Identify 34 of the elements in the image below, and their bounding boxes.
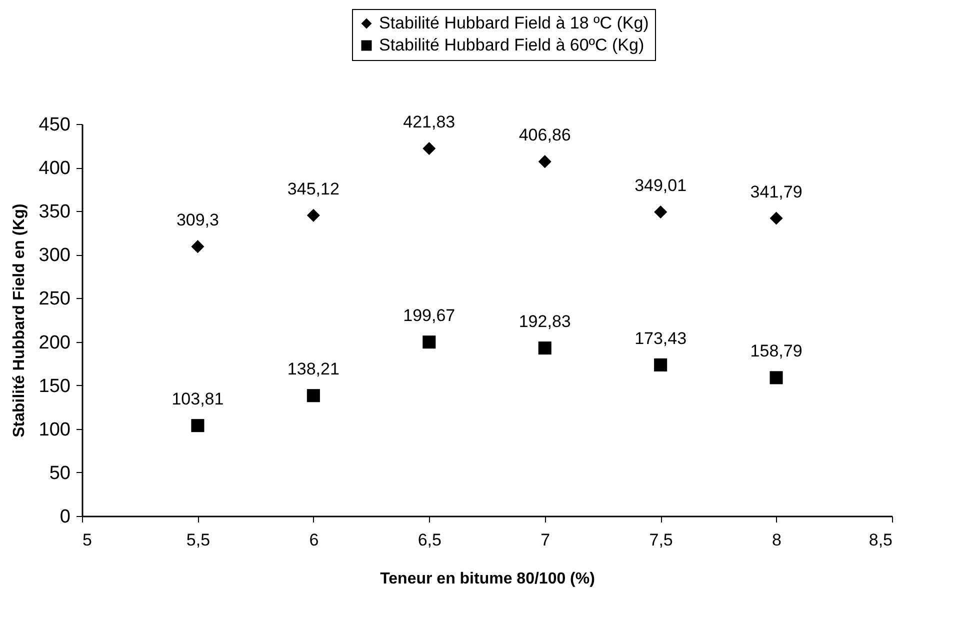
data-label: 309,3: [176, 210, 219, 230]
y-tick-label: 0: [60, 506, 70, 528]
data-label: 421,83: [403, 112, 456, 132]
data-label: 341,79: [750, 182, 802, 202]
x-tick-label: 6: [309, 530, 319, 550]
data-label: 199,67: [403, 306, 456, 326]
y-tick-label: 450: [38, 114, 70, 136]
x-tick-label: 7: [540, 530, 550, 550]
legend-label: Stabilité Hubbard Field à 60ºC (Kg): [379, 36, 644, 54]
x-tick-label: 7,5: [649, 530, 673, 550]
legend-label: Stabilité Hubbard Field à 18 ºC (Kg): [379, 14, 649, 32]
y-tick-label: 300: [38, 245, 70, 266]
x-tick-label: 8,5: [868, 530, 892, 550]
y-tick-label: 150: [38, 376, 70, 397]
data-label: 345,12: [287, 179, 340, 198]
x-tick-label: 6,5: [418, 530, 442, 550]
y-tick-label: 250: [38, 288, 70, 310]
x-tick-label: 5: [82, 530, 92, 550]
y-tick-label: 400: [38, 158, 70, 180]
data-label: 138,21: [287, 360, 340, 379]
x-tick-label: 8: [772, 530, 782, 550]
data-label: 406,86: [518, 126, 571, 145]
y-axis-title: Stabilité Hubbard Field en (Kg): [10, 204, 28, 438]
data-label: 103,81: [172, 390, 224, 409]
y-tick-label: 100: [38, 419, 70, 440]
data-label: 158,79: [750, 342, 802, 361]
y-tick-label: 50: [49, 462, 70, 484]
x-tick-label: 5,5: [186, 530, 210, 550]
data-label: 173,43: [634, 328, 687, 348]
y-tick-label: 350: [38, 202, 70, 223]
data-label: 349,01: [634, 176, 687, 195]
data-label: 192,83: [518, 312, 571, 332]
y-tick-label: 200: [38, 332, 70, 354]
x-axis-title: Teneur en bitume 80/100 (%): [380, 570, 595, 588]
